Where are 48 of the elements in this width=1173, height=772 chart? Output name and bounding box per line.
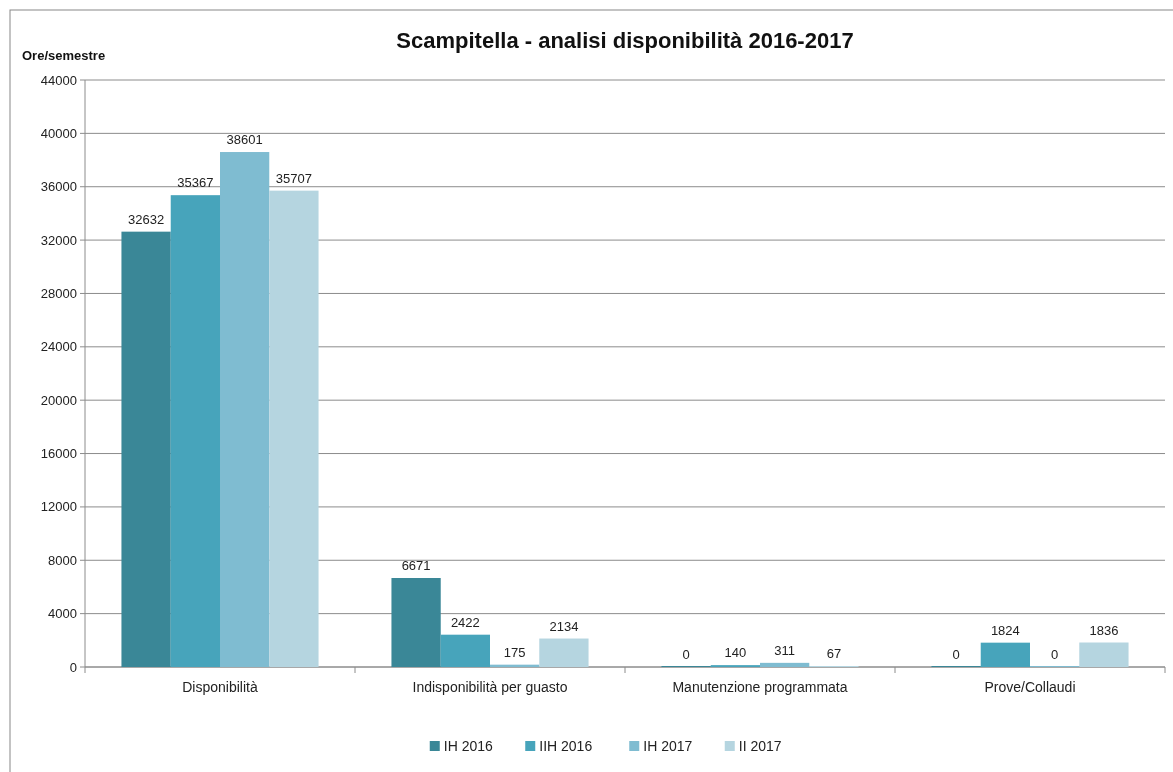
data-label: 0 (952, 647, 960, 662)
data-label: 38601 (226, 132, 263, 148)
bar (170, 195, 220, 667)
y-tick-label: 20000 (40, 392, 77, 408)
data-label: 35367 (177, 175, 214, 191)
y-tick-label: 16000 (40, 446, 77, 462)
legend-label: IH 2016 (443, 738, 493, 754)
data-label: 32632 (128, 211, 165, 227)
bar (121, 231, 171, 667)
data-label: 0 (682, 647, 690, 662)
data-label: 1836 (1089, 622, 1119, 638)
y-tick-label: 32000 (40, 232, 77, 248)
x-tick-label: Disponibilità (182, 679, 258, 695)
bar (220, 152, 270, 667)
bar (1079, 642, 1129, 667)
data-label: 6671 (401, 558, 431, 573)
bar (980, 642, 1030, 667)
data-label: 2134 (549, 618, 579, 634)
x-tick-label: Prove/Collaudi (984, 679, 1076, 695)
legend-label: IIH 2016 (539, 738, 593, 754)
legend-label: IH 2017 (643, 738, 693, 754)
bar (760, 662, 810, 667)
y-axis-title: Ore/semestre (22, 48, 106, 63)
y-tick-label: 40000 (40, 125, 77, 141)
chart-title: Scampitella - analisi disponibilità 2016-2017 (396, 28, 854, 53)
legend-label: II 2017 (738, 738, 782, 754)
y-tick-label: 4000 (48, 606, 77, 622)
y-tick-label: 28000 (40, 286, 77, 301)
bar (440, 634, 490, 667)
data-label: 35707 (275, 170, 312, 186)
bar (539, 638, 589, 667)
y-tick-label: 36000 (40, 179, 77, 195)
y-tick-label: 44000 (40, 72, 77, 88)
y-tick-label: 12000 (40, 499, 77, 515)
data-label: 1824 (990, 622, 1020, 638)
data-label: 67 (826, 646, 842, 662)
x-tick-label: Indisponibilità per guasto (412, 679, 568, 695)
data-label: 140 (724, 645, 747, 661)
data-label: 175 (503, 644, 526, 660)
data-label: 0 (1051, 647, 1059, 662)
y-tick-label: 8000 (48, 552, 77, 568)
x-tick-label: Manutenzione programmata (672, 679, 848, 695)
y-tick-label: 0 (69, 659, 77, 675)
y-tick-label: 24000 (40, 339, 77, 355)
bar (269, 190, 319, 667)
data-label: 311 (774, 642, 795, 658)
bar (391, 578, 441, 667)
data-label: 2422 (450, 614, 480, 630)
